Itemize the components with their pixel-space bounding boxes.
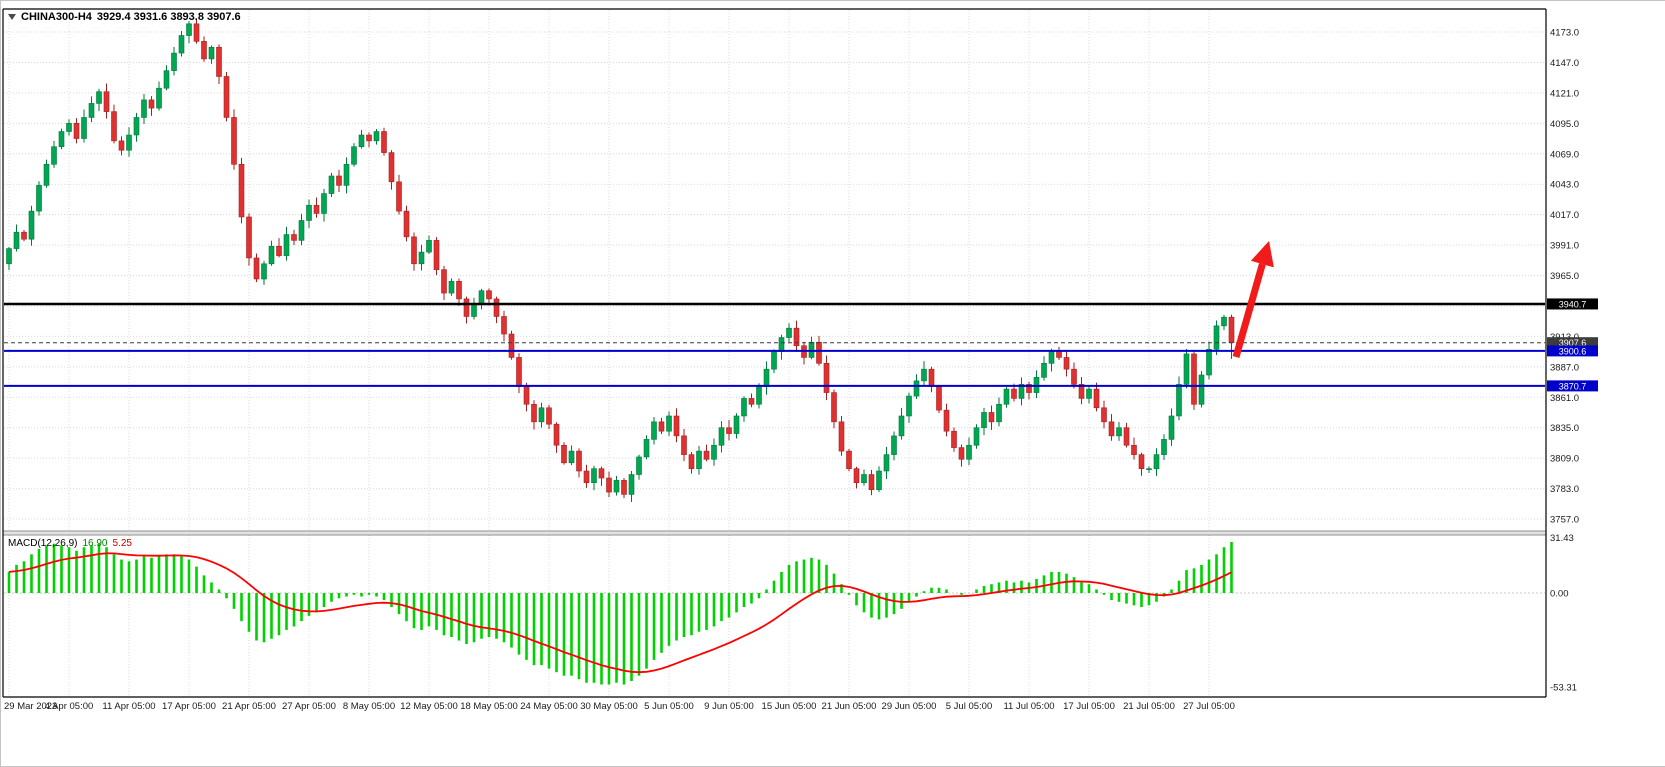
svg-text:4017.0: 4017.0 — [1550, 210, 1579, 221]
arrow-head — [1250, 241, 1274, 268]
svg-text:3991.0: 3991.0 — [1550, 241, 1579, 252]
svg-text:18 May 05:00: 18 May 05:00 — [460, 701, 518, 712]
svg-text:4 Apr 05:00: 4 Apr 05:00 — [45, 701, 94, 712]
svg-text:17 Apr 05:00: 17 Apr 05:00 — [162, 701, 216, 712]
svg-text:4173.0: 4173.0 — [1550, 28, 1579, 39]
svg-text:15 Jun 05:00: 15 Jun 05:00 — [762, 701, 817, 712]
svg-text:3870.7: 3870.7 — [1559, 381, 1587, 391]
svg-text:29 Jun 05:00: 29 Jun 05:00 — [882, 701, 937, 712]
price-badge-3870.7: 3870.7 — [1547, 380, 1598, 392]
svg-text:29 Mar 2023: 29 Mar 2023 — [4, 701, 57, 712]
svg-text:4121.0: 4121.0 — [1550, 88, 1579, 99]
svg-text:3809.0: 3809.0 — [1550, 454, 1579, 465]
svg-text:3783.0: 3783.0 — [1550, 484, 1579, 495]
svg-text:4043.0: 4043.0 — [1550, 180, 1579, 191]
price-badge-3940.7: 3940.7 — [1547, 298, 1598, 310]
svg-text:5 Jul 05:00: 5 Jul 05:00 — [946, 701, 992, 712]
macd-signal-line — [8, 552, 1232, 674]
svg-text:27 Apr 05:00: 27 Apr 05:00 — [282, 701, 336, 712]
svg-text:24 May 05:00: 24 May 05:00 — [520, 701, 578, 712]
svg-text:8 May 05:00: 8 May 05:00 — [343, 701, 395, 712]
chart-frame — [2, 8, 1547, 698]
trend-arrow[interactable] — [1232, 241, 1274, 358]
svg-text:11 Apr 05:00: 11 Apr 05:00 — [102, 701, 155, 712]
svg-text:17 Jul 05:00: 17 Jul 05:00 — [1063, 701, 1115, 712]
svg-text:3835.0: 3835.0 — [1550, 423, 1579, 434]
svg-text:3757.0: 3757.0 — [1550, 515, 1579, 526]
svg-text:12 May 05:00: 12 May 05:00 — [400, 701, 458, 712]
svg-text:3907.6: 3907.6 — [1559, 338, 1587, 348]
svg-text:11 Jul 05:00: 11 Jul 05:00 — [1003, 701, 1054, 712]
svg-text:0.00: 0.00 — [1550, 589, 1569, 600]
price-axis[interactable]: 4173.0 4147.0 4121.0 4095.0 4069.0 4043.0 4017… — [1547, 28, 1598, 694]
svg-text:31.43: 31.43 — [1550, 533, 1574, 544]
svg-text:21 Jul 05:00: 21 Jul 05:00 — [1123, 701, 1175, 712]
svg-text:4147.0: 4147.0 — [1550, 58, 1579, 69]
svg-text:21 Apr 05:00: 21 Apr 05:00 — [222, 701, 276, 712]
svg-text:21 Jun 05:00: 21 Jun 05:00 — [822, 701, 877, 712]
svg-text:3940.7: 3940.7 — [1559, 299, 1587, 309]
price-level-lines[interactable] — [4, 302, 1545, 387]
svg-text:3900.6: 3900.6 — [1559, 346, 1587, 356]
svg-text:5 Jun 05:00: 5 Jun 05:00 — [644, 701, 694, 712]
price-badge-3907.6: 3907.6 — [1547, 337, 1598, 349]
svg-text:3861.0: 3861.0 — [1550, 393, 1579, 404]
svg-text:27 Jul 05:00: 27 Jul 05:00 — [1183, 701, 1235, 712]
svg-text:9 Jun 05:00: 9 Jun 05:00 — [704, 701, 754, 712]
svg-text:3887.0: 3887.0 — [1550, 362, 1579, 373]
candles — [6, 19, 1235, 503]
svg-text:3965.0: 3965.0 — [1550, 271, 1579, 282]
svg-text:4095.0: 4095.0 — [1550, 119, 1579, 130]
svg-text:4069.0: 4069.0 — [1550, 149, 1579, 160]
svg-text:30 May 05:00: 30 May 05:00 — [580, 701, 638, 712]
price-badge-3900.6: 3900.6 — [1547, 345, 1598, 357]
macd-pane — [4, 541, 1545, 685]
svg-text:-53.31: -53.31 — [1550, 682, 1577, 693]
